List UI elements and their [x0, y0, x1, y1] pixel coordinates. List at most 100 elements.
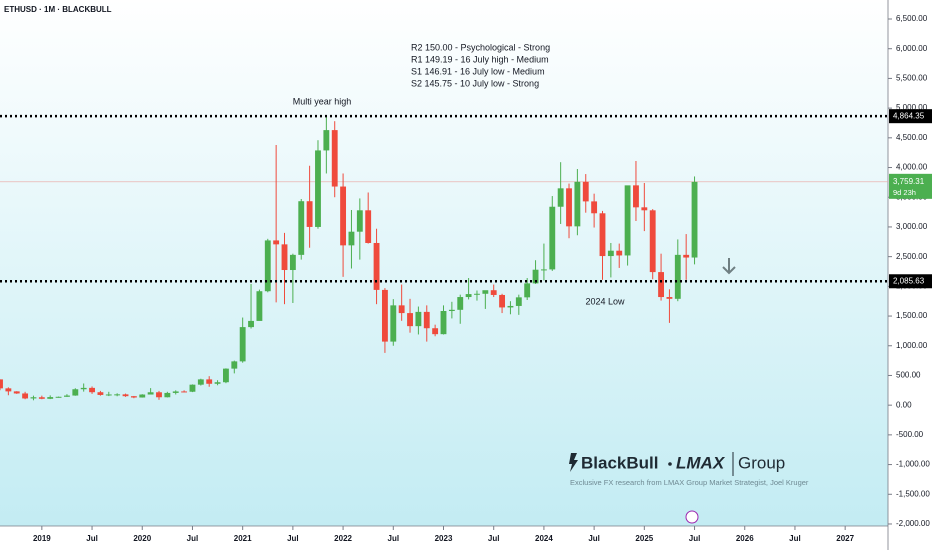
brand-icon	[569, 453, 578, 472]
candle-body	[331, 130, 338, 187]
note: R1 149.19 - 16 July high - Medium	[411, 54, 549, 64]
candle-body	[315, 150, 321, 227]
note: S2 145.75 - 10 July low - Strong	[411, 78, 539, 88]
candle-body	[557, 188, 564, 207]
candle-body	[381, 289, 388, 342]
x-tick-label: Jul	[488, 534, 500, 543]
event-icon[interactable]	[685, 510, 699, 524]
candle-body	[356, 210, 363, 232]
candle-body	[181, 391, 188, 393]
candle-body	[72, 389, 79, 396]
candle-body	[189, 384, 196, 392]
candle-body	[432, 328, 439, 335]
candle-body	[457, 297, 464, 310]
candle-body	[373, 242, 380, 290]
candle-body	[674, 254, 681, 299]
candle-body	[13, 391, 20, 394]
brand-dot	[668, 462, 672, 466]
candle-body	[264, 240, 271, 292]
brand-name: LMAX	[676, 453, 726, 472]
x-tick-label: Jul	[388, 534, 400, 543]
candle-body	[482, 290, 489, 294]
note: R2 150.00 - Psychological - Strong	[411, 42, 550, 52]
x-tick-label: Jul	[86, 534, 98, 543]
candle-body	[281, 244, 288, 271]
x-tick-label: 2026	[736, 534, 754, 543]
x-tick-label: 2022	[334, 534, 352, 543]
candle-body	[130, 396, 137, 398]
level-tag	[889, 274, 932, 289]
candle-body	[507, 305, 514, 308]
candle-body	[97, 392, 104, 395]
candle-body	[30, 397, 37, 399]
candle-body	[323, 130, 330, 151]
candle-body	[532, 269, 539, 284]
candle-body	[465, 294, 472, 298]
price-label: 3,759.31	[893, 177, 925, 186]
y-tick-label: 6,500.00	[896, 14, 928, 23]
candle-body	[390, 305, 397, 342]
level-tag	[889, 109, 932, 124]
candle-body	[172, 391, 179, 393]
candle-body	[273, 240, 280, 245]
level-label: 4,864.35	[893, 111, 925, 120]
x-tick-label: 2023	[435, 534, 453, 543]
candle-body	[691, 181, 698, 258]
candle-body	[340, 186, 347, 246]
candle-body	[122, 394, 129, 397]
candle-body	[474, 293, 480, 295]
candle-body	[566, 188, 572, 227]
note: S1 146.91 - 16 July low - Medium	[411, 66, 545, 76]
candle-body	[415, 311, 422, 327]
candle-body	[156, 392, 162, 398]
candle-body	[139, 394, 146, 398]
x-tick-label: Jul	[789, 534, 801, 543]
x-tick-label: Jul	[287, 534, 299, 543]
candle-body	[348, 231, 355, 246]
candle-body	[683, 254, 690, 258]
candle-body	[599, 213, 606, 257]
candle-body	[248, 320, 254, 328]
candle-body	[231, 361, 238, 369]
candle-body	[89, 387, 95, 393]
y-tick-label: -1,000.00	[896, 460, 930, 469]
candle-body	[164, 392, 171, 398]
y-tick-label: 2,500.00	[896, 252, 928, 261]
candle-body	[607, 250, 614, 257]
x-tick-label: 2027	[836, 534, 854, 543]
candle-body	[407, 313, 413, 327]
countdown: 9d 23h	[893, 188, 916, 197]
candle-body	[223, 368, 229, 383]
y-tick-label: 1,000.00	[896, 341, 928, 350]
candle-body	[490, 290, 497, 295]
brand-name: BlackBull	[581, 453, 658, 472]
candle-body	[289, 254, 296, 271]
candle-body	[365, 210, 372, 243]
candle-body	[80, 387, 87, 390]
chart-title: ETHUSD · 1M · BLACKBULL	[4, 5, 112, 14]
candle-body	[22, 393, 29, 399]
candle-body	[206, 379, 213, 384]
candle-body	[256, 291, 263, 321]
candle-body	[448, 309, 455, 312]
x-tick-label: Jul	[689, 534, 701, 543]
down-arrow	[722, 258, 736, 275]
brand: BlackBull LMAX Group Exclusive FX resear…	[569, 452, 809, 487]
candle-body	[105, 394, 112, 396]
x-tick-label: 2020	[133, 534, 151, 543]
x-tick-label: 2021	[234, 534, 252, 543]
candle-body	[239, 327, 246, 362]
brand-name: Group	[738, 453, 785, 472]
marks	[0, 115, 888, 401]
candle-body	[214, 382, 221, 384]
y-tick-label: -2,000.00	[896, 519, 930, 528]
candle-body	[515, 297, 522, 306]
candle-body	[624, 185, 631, 256]
candle-body	[0, 379, 3, 389]
candle-body	[55, 396, 62, 398]
candle-body	[649, 210, 656, 273]
y-tick-label: 5,000.00	[896, 103, 928, 112]
y-tick-label: 4,500.00	[896, 133, 928, 142]
candle-body	[306, 201, 313, 227]
